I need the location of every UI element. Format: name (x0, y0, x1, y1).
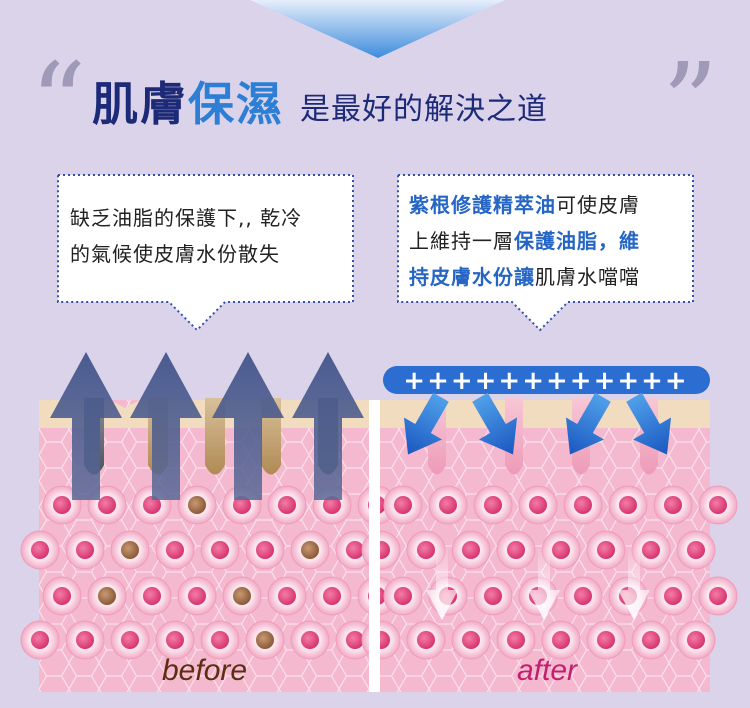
bubble-left-line1: 缺乏油脂的保護下,, 乾冷 (70, 206, 303, 230)
after-moisture-arrows (426, 545, 650, 620)
down-arrow-icon (618, 545, 650, 620)
top-down-arrow-icon (250, 0, 505, 58)
bubble-right-text: 紫根修護精萃油可使皮膚 上維持一層保護油脂，維 持皮膚水份讓肌膚水噹噹 (409, 187, 694, 295)
down-arrow-icon (528, 545, 560, 620)
cell-nucleus (98, 496, 116, 514)
cell-nucleus (76, 631, 94, 649)
up-arrow-icon (130, 352, 202, 500)
cell-nucleus (256, 631, 274, 649)
cell-nucleus (188, 496, 206, 514)
cell-nucleus (507, 631, 525, 649)
cell-nucleus (143, 496, 161, 514)
up-arrow-icon (212, 352, 284, 500)
skin-illustration: ++++++++++++ (20, 352, 738, 692)
cell-nucleus (323, 496, 341, 514)
cell-nucleus (301, 631, 319, 649)
headline-part2: 保濕 (188, 77, 284, 131)
cell-nucleus (31, 631, 49, 649)
cell-nucleus (687, 631, 705, 649)
cell-nucleus (529, 496, 547, 514)
down-arrow-icon (472, 392, 518, 455)
bubble-right-seg1: 紫根修護精萃油 (409, 193, 556, 217)
cell-nucleus (211, 541, 229, 559)
cell-nucleus (597, 541, 615, 559)
cell-nucleus (484, 496, 502, 514)
down-arrow-icon (403, 392, 449, 455)
cell-nucleus (53, 496, 71, 514)
cell-nucleus (53, 587, 71, 605)
cell-nucleus (233, 587, 251, 605)
down-arrow-icon (565, 392, 611, 455)
cell-nucleus (188, 587, 206, 605)
cell-nucleus (687, 541, 705, 559)
cell-nucleus (278, 496, 296, 514)
bubble-right-seg5: 持皮膚水份讓 (409, 265, 535, 289)
headline-part1: 肌膚 (92, 77, 188, 131)
plus-bar-text: ++++++++++++ (403, 366, 688, 396)
down-arrow-icon (626, 392, 672, 455)
bubble-left-outline (57, 174, 354, 332)
cell-nucleus (552, 631, 570, 649)
cell-nucleus (256, 541, 274, 559)
before-up-arrows (50, 352, 364, 500)
bubble-left-line2: 的氣候使皮膚水份散失 (70, 242, 280, 266)
bubble-right-outline (397, 174, 694, 332)
headline: 肌膚 保濕 是最好的解決之道 (92, 74, 548, 134)
up-arrow-icon (292, 352, 364, 500)
cell-nucleus (484, 587, 502, 605)
cell-nucleus (211, 631, 229, 649)
cell-nucleus (121, 631, 139, 649)
cell-nucleus (166, 631, 184, 649)
panel-divider (369, 400, 380, 692)
cell-nucleus (323, 587, 341, 605)
plus-bar (383, 366, 710, 394)
cell-nucleus (642, 631, 660, 649)
cell-nucleus (597, 631, 615, 649)
cell-nucleus (301, 541, 319, 559)
cell-nucleus (98, 587, 116, 605)
cell-nucleus (574, 587, 592, 605)
cell-nucleus (346, 631, 364, 649)
before-label: before (162, 654, 248, 687)
cell-nucleus (278, 587, 296, 605)
cell-nucleus (552, 541, 570, 559)
cell-nucleus (619, 496, 637, 514)
cell-nucleus (346, 541, 364, 559)
cell-nucleus (417, 541, 435, 559)
after-down-arrows (403, 392, 672, 455)
after-label: after (517, 654, 578, 687)
bubble-right-seg2: 可使皮膚 (556, 193, 640, 217)
cell-nucleus (31, 541, 49, 559)
cell-nucleus (166, 541, 184, 559)
cell-nucleus (233, 496, 251, 514)
cell-nucleus (574, 496, 592, 514)
before-skin-top (39, 400, 369, 428)
cell-nucleus (642, 541, 660, 559)
cell-nucleus (462, 541, 480, 559)
cell-nucleus (664, 496, 682, 514)
cell-nucleus (709, 496, 727, 514)
cell-nucleus (462, 631, 480, 649)
cell-nucleus (417, 631, 435, 649)
cell-nucleus (507, 541, 525, 559)
bubble-right-seg3: 上維持一層 (409, 229, 514, 253)
up-arrow-icon (50, 352, 122, 500)
close-quote-icon: ” (662, 39, 719, 167)
down-arrow-icon (426, 545, 458, 620)
cell-nucleus (121, 541, 139, 559)
cell-nucleus (143, 587, 161, 605)
cell-nucleus (439, 496, 457, 514)
bubble-left-text: 缺乏油脂的保護下,, 乾冷 的氣候使皮膚水份散失 (70, 200, 350, 272)
after-skin-top (380, 400, 710, 428)
bubble-right-seg4: 保護油脂，維 (514, 229, 640, 253)
open-quote-icon: “ (30, 39, 87, 167)
speech-bubbles (57, 174, 694, 332)
headline-part3: 是最好的解決之道 (300, 92, 548, 127)
cell-nucleus (664, 587, 682, 605)
cell-nucleus (394, 587, 412, 605)
cell-nucleus (394, 496, 412, 514)
cell-nucleus (76, 541, 94, 559)
cell-nucleus (709, 587, 727, 605)
bubble-right-seg6: 肌膚水噹噹 (535, 265, 640, 289)
